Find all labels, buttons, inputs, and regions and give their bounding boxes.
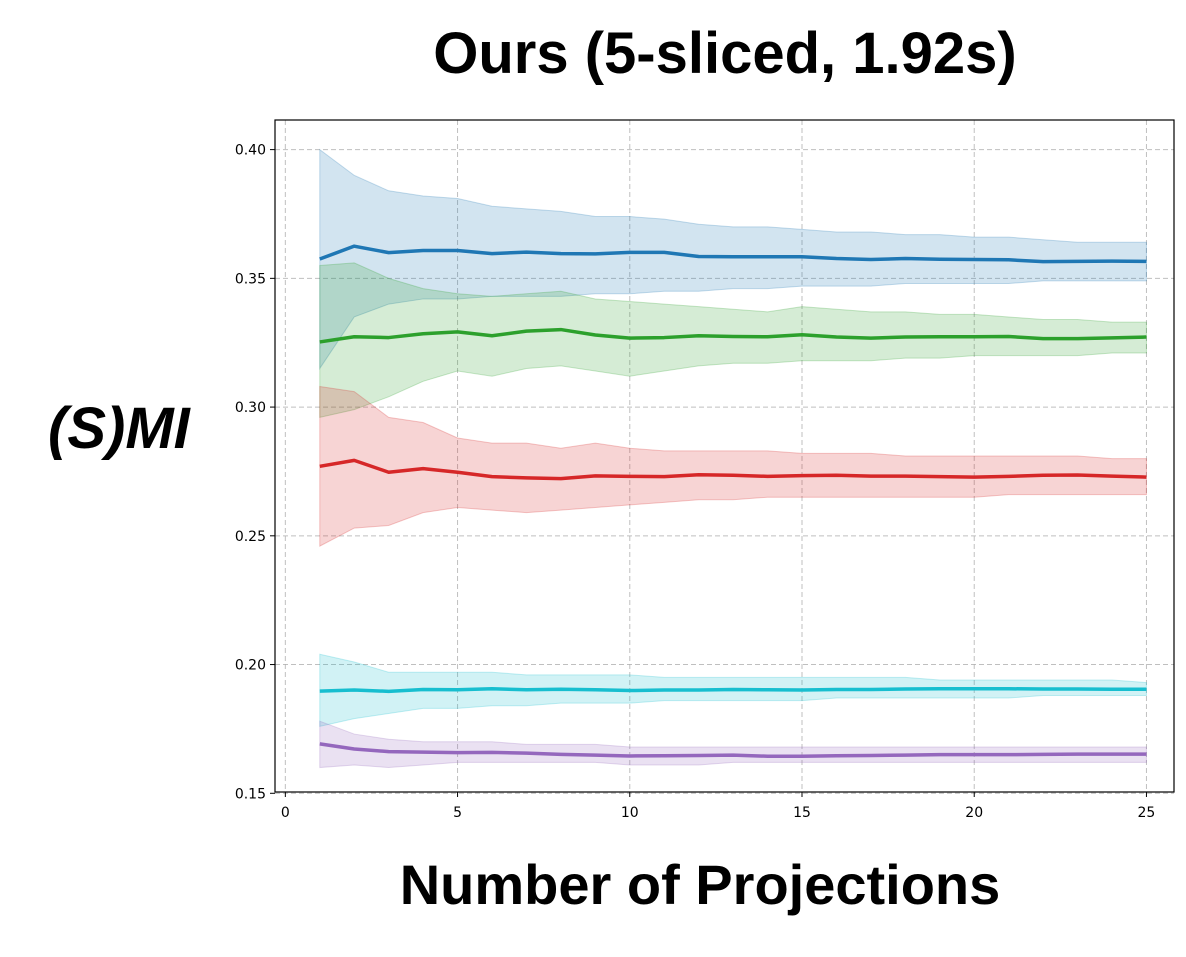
- x-tick-label: 20: [965, 805, 983, 821]
- x-tick-label: 0: [281, 805, 290, 821]
- series-0-line: [319, 244, 1147, 264]
- x-tick-label: 10: [621, 805, 639, 821]
- y-tick-label: 0.15: [235, 786, 266, 802]
- series-0-band: [319, 148, 1147, 371]
- y-tick-label: 0.30: [235, 400, 266, 416]
- x-tick-label: 15: [793, 805, 811, 821]
- series-3-line: [319, 687, 1147, 694]
- series-1-line: [319, 327, 1147, 344]
- x-tick-label: 5: [453, 805, 462, 821]
- chart-title: Ours (5-sliced, 1.92s): [433, 21, 1017, 86]
- y-tick-label: 0.35: [235, 271, 266, 287]
- y-tick-label: 0.40: [235, 143, 266, 159]
- series-2-line: [319, 458, 1147, 481]
- x-tick-label: 25: [1138, 805, 1156, 821]
- series-2-band: [319, 385, 1147, 547]
- series-4-band: [319, 720, 1147, 769]
- y-axis-label: (S)MI: [48, 396, 190, 461]
- y-tick-label: 0.25: [235, 529, 266, 545]
- y-tick-label: 0.20: [235, 658, 266, 674]
- plot-frame: [274, 119, 1175, 793]
- series-4-line: [319, 742, 1147, 758]
- series-1-band: [319, 262, 1147, 419]
- x-axis-label: Number of Projections: [399, 853, 1001, 916]
